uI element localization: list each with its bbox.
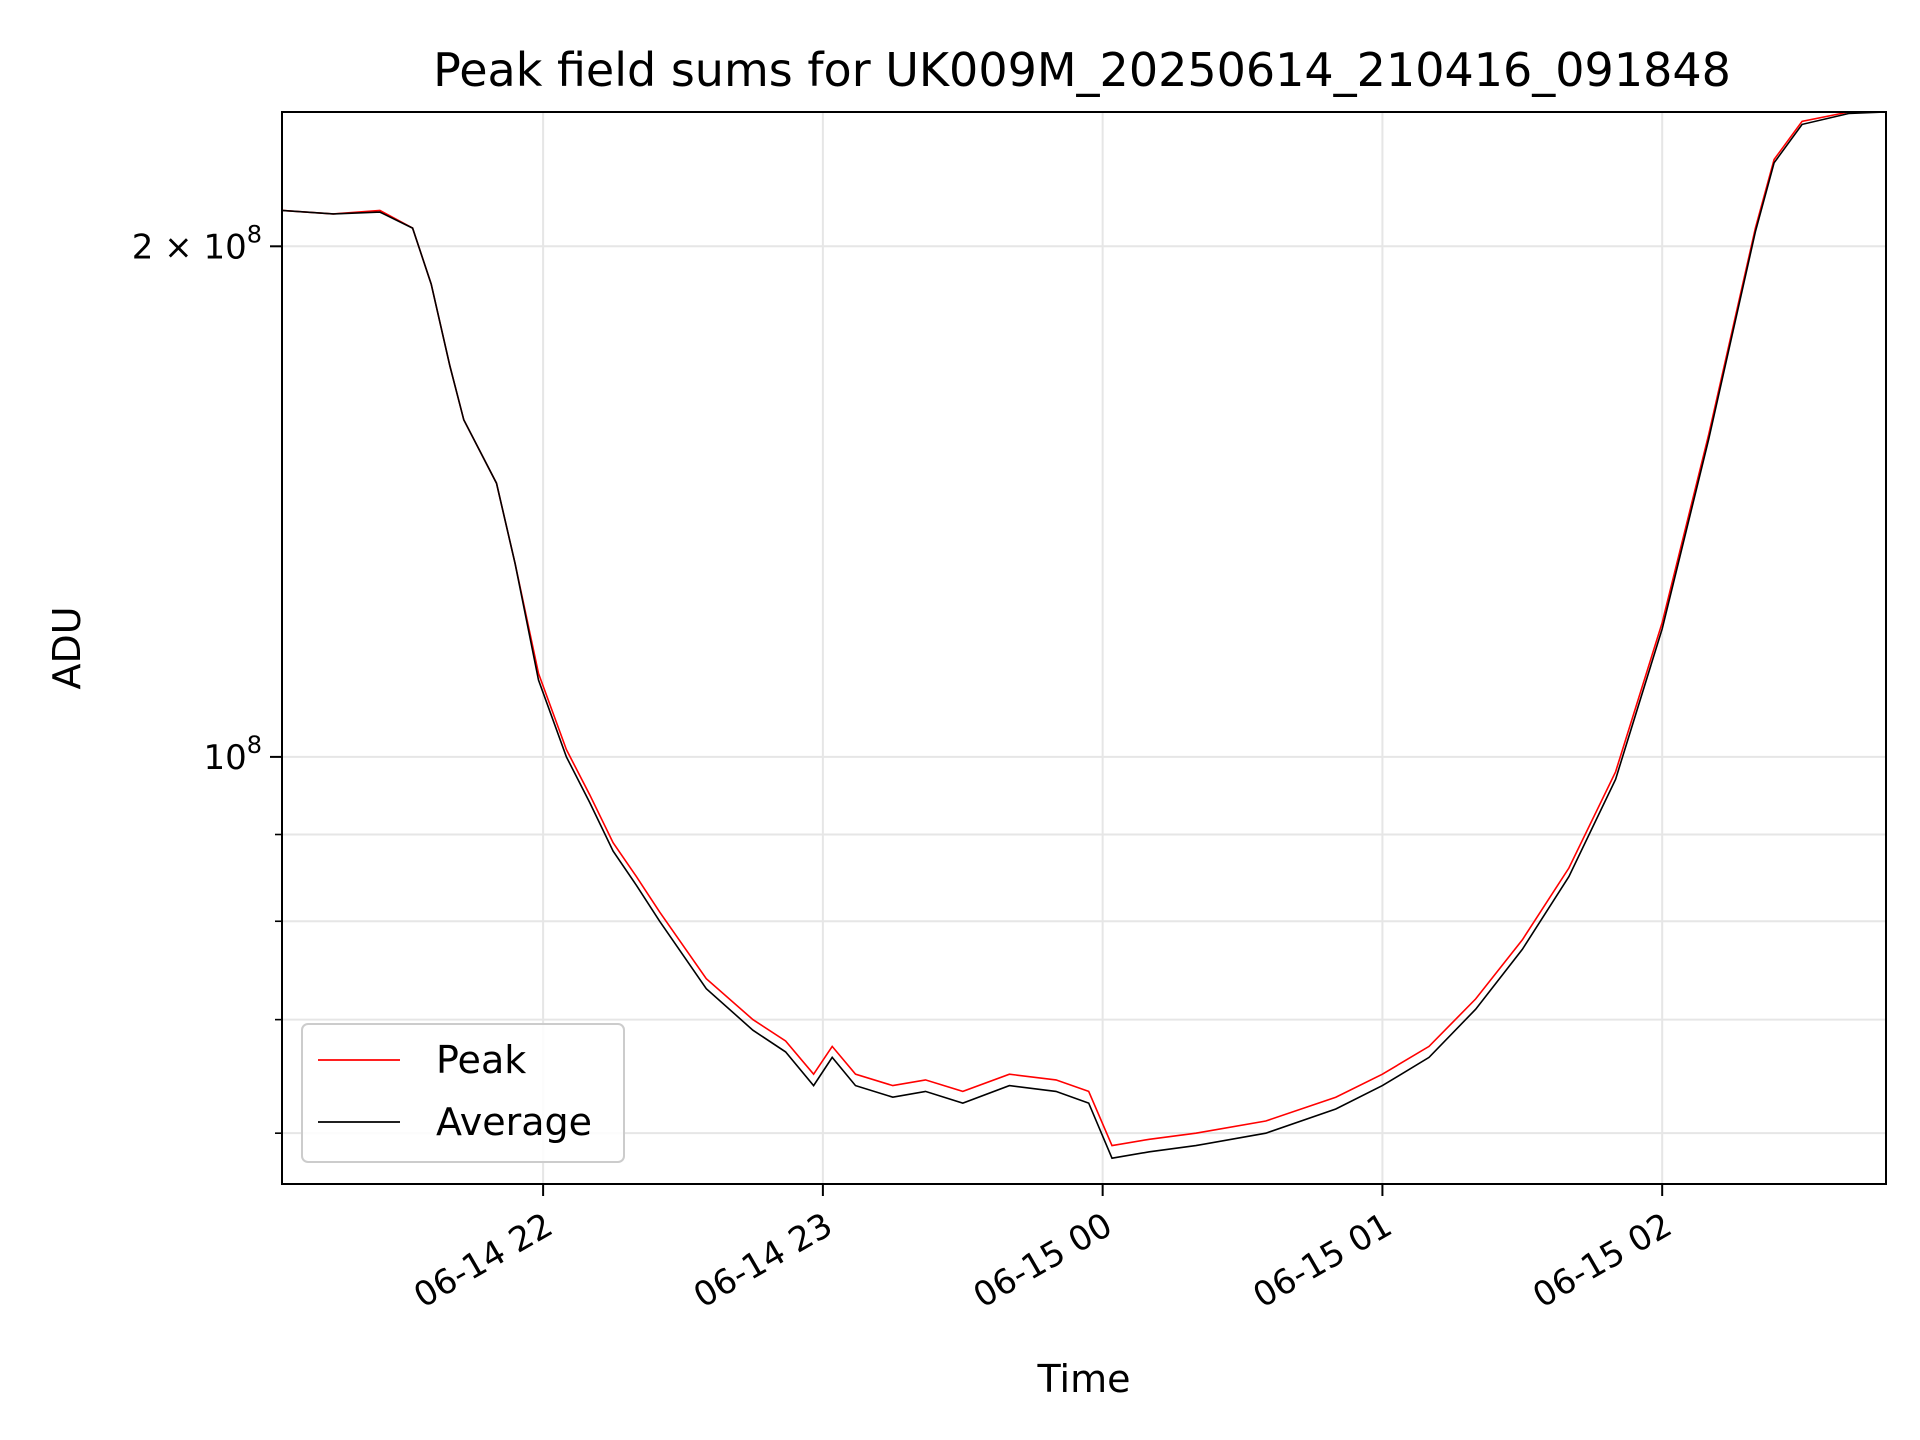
legend-label-average: Average: [436, 1100, 592, 1144]
legend-label-peak: Peak: [436, 1038, 526, 1082]
series-layer: [281, 111, 1887, 1160]
y-tick-base: 10: [203, 738, 246, 778]
y-tick-exponent: 8: [247, 731, 262, 759]
y-axis-label: ADU: [45, 606, 89, 689]
legend: Peak Average: [301, 1023, 625, 1163]
plot-area: [282, 112, 1886, 1184]
y-tick-label: 2 × 108: [132, 220, 262, 267]
y-tick-base: 10: [203, 227, 246, 267]
y-tick-label: 108: [203, 731, 262, 778]
y-tick-exponent: 8: [247, 220, 262, 248]
legend-box: [301, 1023, 625, 1163]
y-tick-mantissa: 2: [132, 227, 154, 267]
chart-title: Peak field sums for UK009M_20250614_2104…: [433, 43, 1731, 97]
x-axis-label: Time: [1037, 1357, 1131, 1401]
series-line-average: [281, 111, 1887, 1160]
y-tick-times: ×: [153, 227, 203, 267]
plot-frame: [281, 111, 1887, 1185]
